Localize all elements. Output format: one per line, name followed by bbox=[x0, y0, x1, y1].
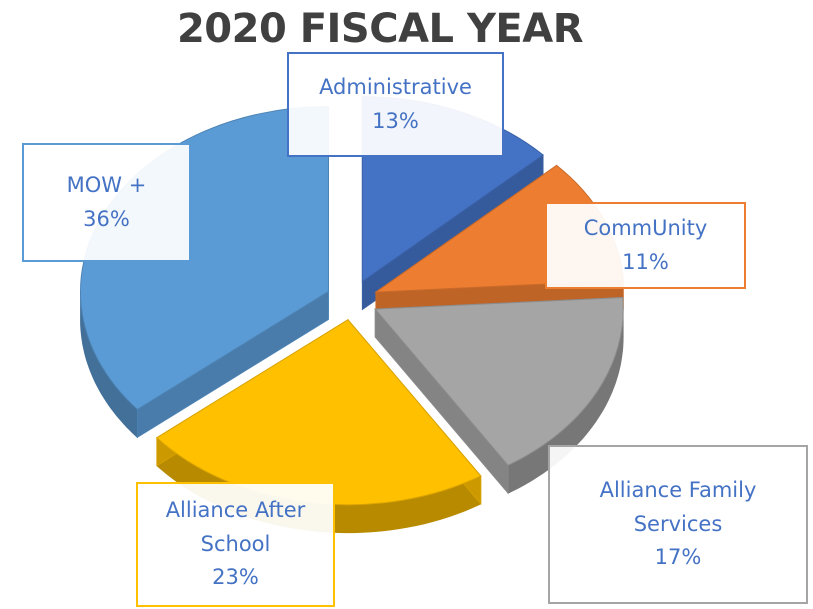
pie-slice-top-alliance-family-services bbox=[374, 296, 624, 466]
slice-percent-alliance-family-services: 17% bbox=[654, 545, 702, 570]
slice-percent-community: 11% bbox=[622, 249, 669, 274]
slice-percent-alliance-after-school: 23% bbox=[212, 565, 259, 590]
slice-percent-administrative: 13% bbox=[372, 108, 419, 133]
slice-percent-mow: 36% bbox=[83, 206, 130, 231]
slice-name-mow: MOW + bbox=[66, 172, 147, 197]
data-label-administrative: Administrative 13% bbox=[287, 52, 504, 157]
slice-name-community: CommUnity bbox=[583, 215, 708, 240]
pie-slice-alliance-family-services bbox=[374, 296, 624, 495]
slice-name-alliance-family-services-line1: Alliance Family bbox=[599, 478, 757, 503]
slice-name-alliance-family-services-line2: Services bbox=[633, 511, 723, 536]
data-label-alliance-after-school: Alliance After School 23% bbox=[136, 482, 335, 607]
data-label-community: CommUnity 11% bbox=[545, 202, 746, 289]
slice-name-alliance-after-school-line1: Alliance After bbox=[165, 498, 306, 523]
data-label-alliance-family-services: Alliance Family Services 17% bbox=[548, 445, 808, 604]
chart-title: 2020 FISCAL YEAR bbox=[176, 6, 584, 52]
slice-name-alliance-after-school-line2: School bbox=[200, 531, 271, 556]
data-label-mow: MOW + 36% bbox=[22, 143, 191, 262]
slice-name-administrative: Administrative bbox=[319, 74, 472, 99]
